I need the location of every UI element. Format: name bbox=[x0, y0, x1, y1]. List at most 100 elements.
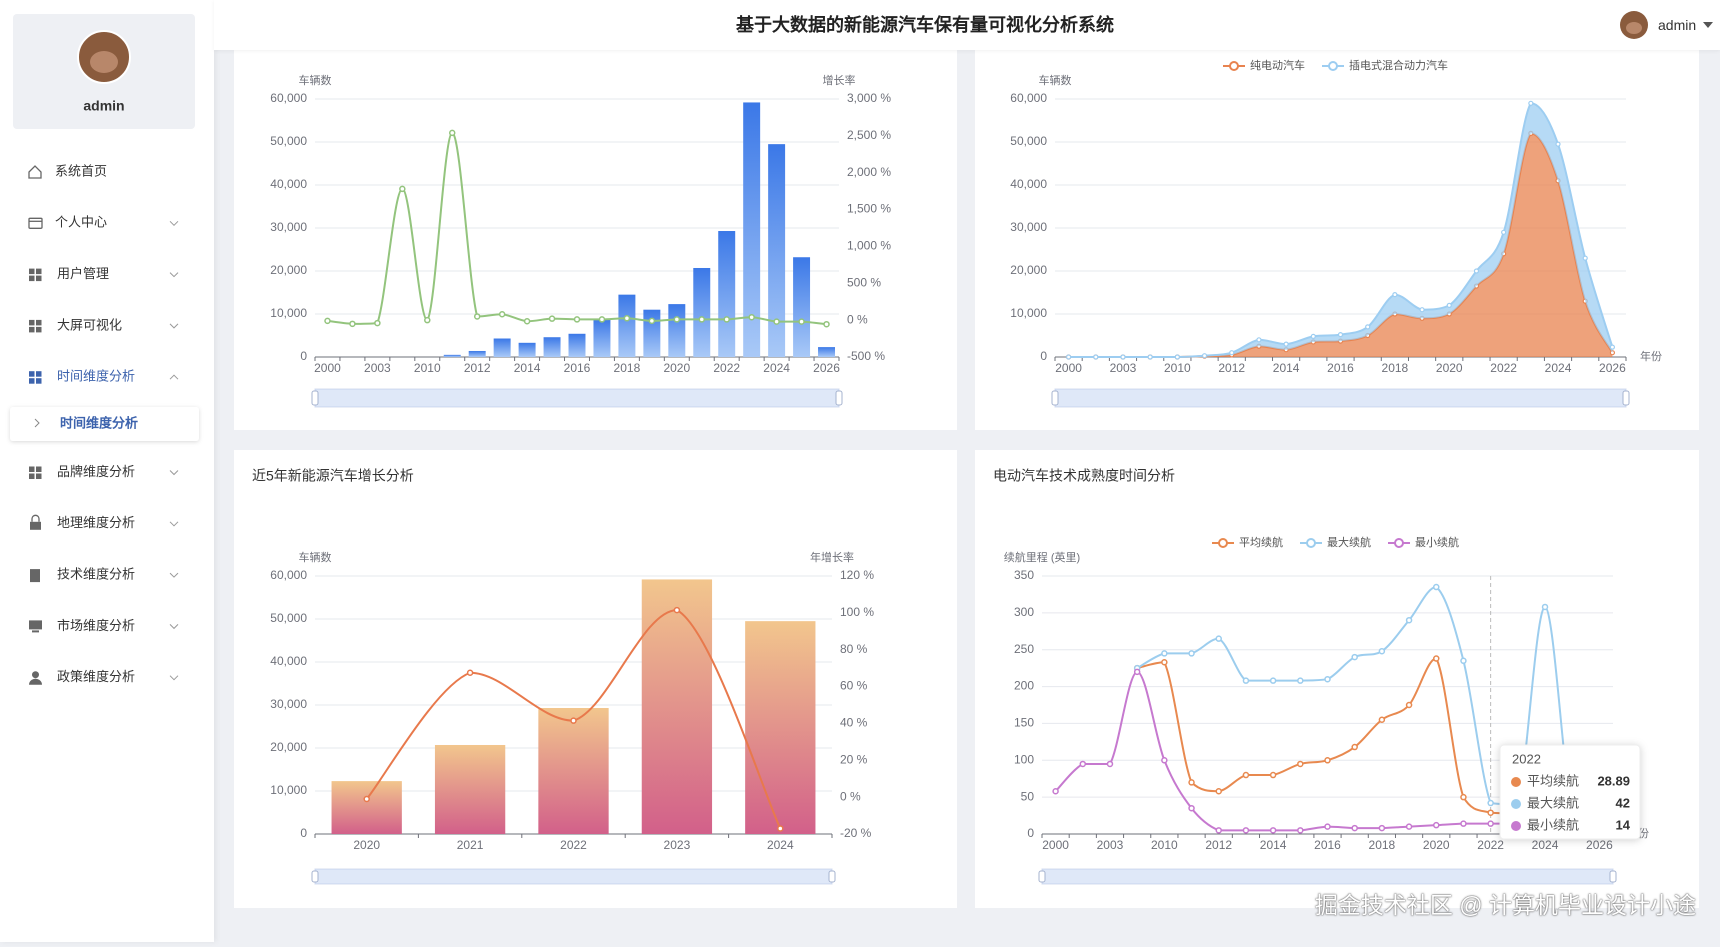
y-tick-label: 150 bbox=[1014, 716, 1034, 730]
x-tick-label: 2020 bbox=[1423, 838, 1450, 852]
icon bbox=[29, 371, 35, 377]
y-tick-label: 300 bbox=[1014, 605, 1034, 619]
y2-tick-label: 1,000 % bbox=[847, 239, 891, 253]
zoom-handle[interactable] bbox=[311, 870, 319, 883]
y2-tick-label: 0 % bbox=[847, 312, 868, 326]
x-tick-label: 2000 bbox=[1055, 361, 1082, 375]
submenu-label[interactable]: 时间维度分析 bbox=[60, 415, 138, 430]
icon bbox=[36, 378, 42, 384]
point bbox=[1433, 655, 1440, 662]
header-user[interactable]: admin bbox=[1658, 17, 1697, 33]
legend-label: 最小续航 bbox=[1415, 535, 1459, 549]
menu-item[interactable]: 个人中心 bbox=[28, 215, 179, 230]
y-axis-name: 车辆数 bbox=[1039, 73, 1072, 87]
menu-item[interactable]: 大屏可视化 bbox=[29, 317, 179, 333]
point bbox=[570, 717, 577, 724]
x-tick-label: 2010 bbox=[414, 361, 441, 375]
zoom-handle[interactable] bbox=[311, 390, 319, 406]
caret[interactable] bbox=[1702, 20, 1714, 30]
x-tick-label: 2024 bbox=[1532, 838, 1559, 852]
y2-tick-label: -20 % bbox=[840, 826, 872, 840]
bar bbox=[593, 319, 611, 357]
point bbox=[1351, 653, 1358, 661]
point bbox=[798, 318, 805, 325]
icon bbox=[36, 326, 42, 333]
tooltip-marker bbox=[1511, 799, 1521, 809]
zoom-handle[interactable] bbox=[828, 870, 836, 883]
menu-item[interactable]: 用户管理 bbox=[29, 266, 179, 282]
x-tick-label: 2012 bbox=[1218, 361, 1245, 375]
point bbox=[748, 313, 755, 321]
legend-item[interactable]: 纯电动汽车 bbox=[1223, 58, 1305, 72]
point bbox=[1269, 677, 1277, 684]
tooltip-box bbox=[1499, 744, 1641, 840]
x-tick-label: 2012 bbox=[1205, 838, 1232, 852]
menu-item[interactable]: 地理维度分析 bbox=[30, 514, 179, 530]
point bbox=[1405, 701, 1413, 709]
zoom-range bbox=[1055, 389, 1626, 407]
legend-item[interactable]: 平均续航 bbox=[1212, 535, 1283, 549]
menu-item[interactable]: 时间维度分析 bbox=[29, 369, 179, 384]
icon bbox=[36, 466, 42, 472]
x-tick-label: 2020 bbox=[353, 838, 380, 852]
menu-label: 用户管理 bbox=[57, 266, 109, 281]
menu-item[interactable]: 市场维度分析 bbox=[29, 618, 179, 633]
x-tick-label: 2018 bbox=[1382, 361, 1409, 375]
bar bbox=[793, 257, 811, 357]
point bbox=[1065, 354, 1072, 360]
point bbox=[1378, 716, 1386, 723]
point bbox=[1093, 354, 1099, 360]
chevron bbox=[169, 521, 179, 527]
zoom-handle[interactable] bbox=[1051, 390, 1059, 406]
point bbox=[1419, 307, 1425, 313]
header-title: 基于大数据的新能源汽车保有量可视化分析系统 bbox=[736, 15, 1114, 35]
y-tick-label: 10,000 bbox=[1010, 306, 1047, 320]
point bbox=[1487, 820, 1494, 827]
chart-title: 近5年新能源汽车增长分析 bbox=[252, 468, 414, 484]
point bbox=[673, 606, 681, 614]
point bbox=[349, 320, 356, 328]
x-tick-label: 2024 bbox=[1545, 361, 1572, 375]
x-tick-label: 2024 bbox=[767, 838, 794, 852]
zoom-handle[interactable] bbox=[1609, 870, 1617, 883]
y2-tick-label: 3,000 % bbox=[847, 91, 891, 105]
icon bbox=[31, 514, 40, 522]
icon bbox=[36, 268, 42, 275]
menu-label: 品牌维度分析 bbox=[57, 464, 135, 479]
zoom-handle[interactable] bbox=[1622, 390, 1630, 406]
point bbox=[1405, 823, 1413, 830]
point bbox=[1229, 350, 1235, 356]
point bbox=[1269, 771, 1277, 779]
icon bbox=[30, 521, 41, 530]
legend-item[interactable]: 最大续航 bbox=[1300, 535, 1371, 549]
point bbox=[1501, 229, 1507, 235]
icon bbox=[32, 630, 39, 633]
point bbox=[723, 316, 730, 323]
bar bbox=[641, 579, 713, 834]
bar bbox=[668, 304, 686, 357]
chart-title: 电动汽车技术成熟度时间分析 bbox=[993, 468, 1175, 484]
point bbox=[473, 313, 481, 320]
y2-axis-name: 增长率 bbox=[823, 73, 856, 87]
zoom-handle[interactable] bbox=[835, 390, 843, 406]
point bbox=[623, 315, 631, 322]
legend-item[interactable]: 最小续航 bbox=[1388, 535, 1459, 549]
legend-label: 最大续航 bbox=[1327, 535, 1371, 549]
menu-item[interactable]: 系统首页 bbox=[28, 163, 107, 179]
point bbox=[1310, 333, 1316, 339]
point bbox=[1473, 268, 1480, 274]
menu-item[interactable]: 技术维度分析 bbox=[30, 567, 179, 583]
zoom-handle[interactable] bbox=[1038, 870, 1046, 883]
header-avatar[interactable] bbox=[1619, 10, 1649, 40]
y-tick-label: 30,000 bbox=[270, 697, 307, 711]
menu-item[interactable]: 品牌维度分析 bbox=[29, 464, 179, 479]
x-tick-label: 2010 bbox=[1151, 838, 1178, 852]
y-tick-label: 30,000 bbox=[270, 220, 307, 234]
menu-item[interactable]: 政策维度分析 bbox=[29, 669, 179, 685]
y-tick-label: 0 bbox=[300, 826, 307, 840]
legend-item[interactable]: 插电式混合动力汽车 bbox=[1322, 58, 1448, 72]
point bbox=[1460, 793, 1467, 801]
x-tick-label: 2016 bbox=[1314, 838, 1341, 852]
point bbox=[1242, 771, 1250, 779]
